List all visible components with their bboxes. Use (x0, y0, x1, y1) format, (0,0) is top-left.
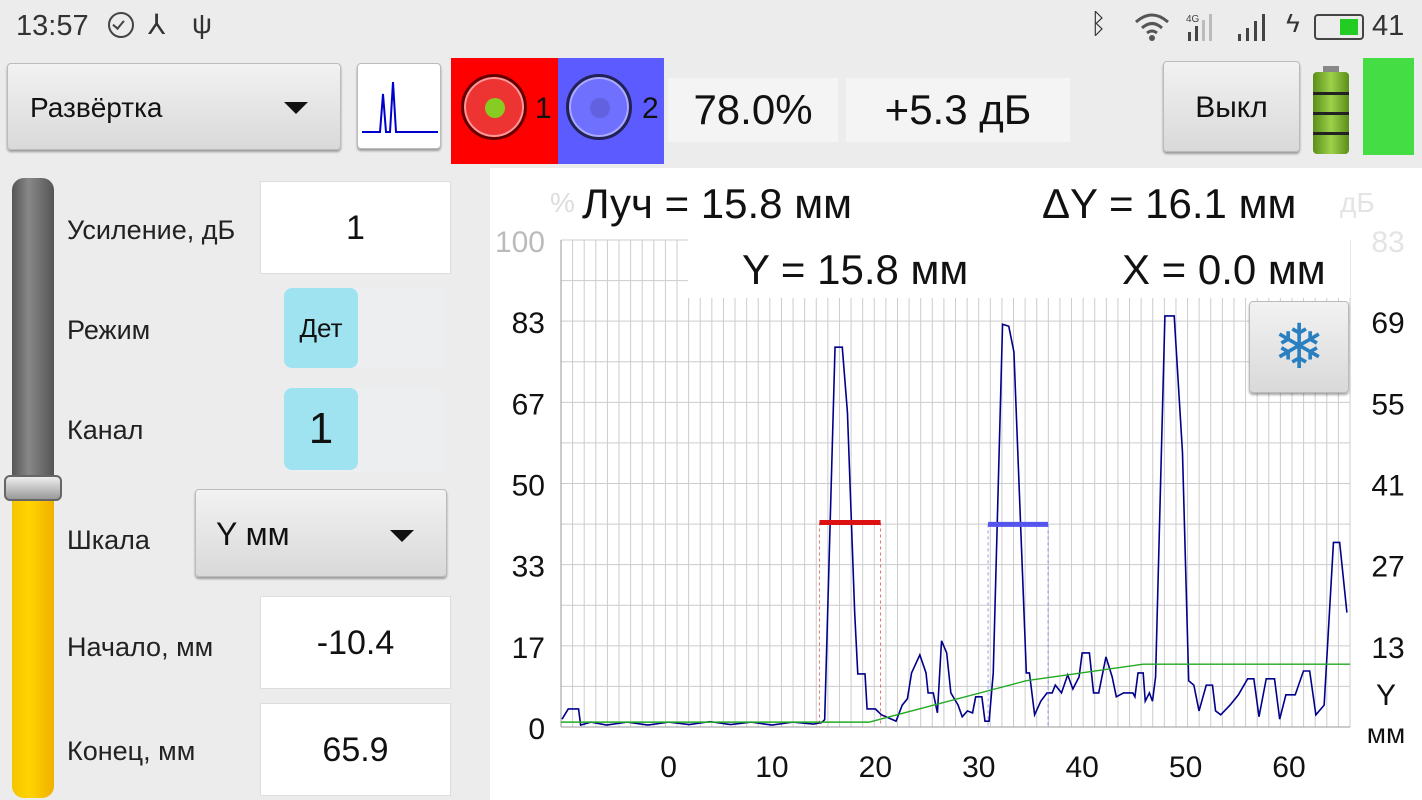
y-tick-label-left: 0 (528, 713, 545, 746)
y-tick-label-right: 69 (1371, 307, 1404, 340)
signal-4g-icon: 4G (1186, 14, 1212, 41)
gain-field[interactable]: 1 (260, 181, 451, 274)
scale-label: Шкала (67, 525, 150, 555)
status-indicator (1363, 58, 1414, 155)
y-tick-label-right: 13 (1371, 632, 1404, 665)
scale-dropdown[interactable]: Y мм (195, 489, 447, 577)
signal-icon (1238, 14, 1265, 41)
x-tick-label: 30 (962, 751, 995, 784)
snowflake-icon: ❄ (1273, 313, 1325, 382)
x-tick-label: 0 (660, 751, 677, 784)
check-circle-icon (108, 12, 134, 38)
gate2-led-icon (566, 74, 632, 140)
y-tick-label-right: 27 (1371, 551, 1404, 584)
channel-label: Канал (67, 415, 144, 445)
y-tick-label-left: 17 (512, 632, 545, 665)
mode-dropdown-label: Развёртка (30, 92, 163, 123)
battery-percent: 41 (1372, 10, 1405, 42)
gate1-led-icon (461, 74, 527, 140)
y-tick-label-right: 41 (1371, 470, 1404, 503)
beam-readout: Луч = 15.8 мм (582, 180, 852, 227)
mode-button[interactable]: Дет (284, 288, 358, 368)
y-tick-label-right: 83 (1371, 226, 1404, 259)
x-tick-label: 60 (1272, 751, 1305, 784)
gain-slider[interactable] (4, 178, 62, 798)
off-button[interactable]: Выкл (1163, 61, 1300, 152)
right-unit-label: дБ (1340, 187, 1375, 218)
left-unit-label: % (550, 187, 575, 218)
x-tick-label: 40 (1065, 751, 1098, 784)
chevron-down-icon (390, 530, 414, 542)
ascan-view-button[interactable] (357, 63, 441, 149)
y-tick-label-left: 100 (495, 226, 545, 259)
device-battery-icon (1313, 66, 1349, 154)
chevron-down-icon (284, 102, 308, 114)
y-tick-label-left: 33 (512, 551, 545, 584)
tvg-line (561, 663, 1350, 723)
mode-label: Режим (67, 315, 151, 345)
gate1-button[interactable]: 1 (451, 58, 558, 164)
x-axis-label: Y (1376, 679, 1396, 712)
start-label: Начало, мм (67, 632, 214, 662)
gate2-label: 2 (642, 92, 659, 125)
gate1-label: 1 (535, 92, 552, 125)
svg-text:4G: 4G (1186, 14, 1200, 25)
gain-slider-thumb[interactable] (4, 475, 62, 501)
y-tick-label-left: 50 (512, 470, 545, 503)
channel-button[interactable]: 1 (284, 388, 358, 470)
delta-y-readout: ΔY = 16.1 мм (1042, 180, 1297, 227)
end-label: Конец, мм (67, 736, 196, 766)
gain-readout: +5.3 дБ (846, 78, 1070, 142)
echo-line (561, 315, 1348, 727)
battery-icon (1314, 14, 1364, 40)
gain-label: Усиление, дБ (67, 215, 236, 245)
freeze-button[interactable]: ❄ (1249, 301, 1349, 393)
x-tick-label: 10 (755, 751, 788, 784)
x-tick-label: 50 (1169, 751, 1202, 784)
charging-icon: ϟ (1286, 8, 1300, 38)
wifi-icon (1135, 13, 1169, 41)
usb-icon: ψ (192, 8, 212, 39)
amplitude-readout: 78.0% (668, 78, 838, 142)
end-field[interactable]: 65.9 (260, 703, 451, 796)
x-axis-unit: мм (1367, 718, 1406, 749)
x-readout: X = 0.0 мм (1122, 246, 1326, 293)
gate2-button[interactable]: 2 (558, 58, 664, 164)
y-tick-label-right: 55 (1371, 388, 1404, 421)
mode-dropdown[interactable]: Развёртка (7, 63, 341, 150)
share-icon: ⅄ (148, 9, 166, 40)
bluetooth-icon: ᛒ (1090, 8, 1107, 39)
y-tick-label-left: 67 (512, 388, 545, 421)
waveform-icon (362, 81, 438, 133)
start-field[interactable]: -10.4 (260, 596, 451, 689)
status-time: 13:57 (16, 10, 89, 42)
scale-dropdown-value: Y мм (216, 516, 290, 552)
y-tick-label-left: 83 (512, 307, 545, 340)
x-tick-label: 20 (859, 751, 892, 784)
y-readout: Y = 15.8 мм (742, 246, 969, 293)
